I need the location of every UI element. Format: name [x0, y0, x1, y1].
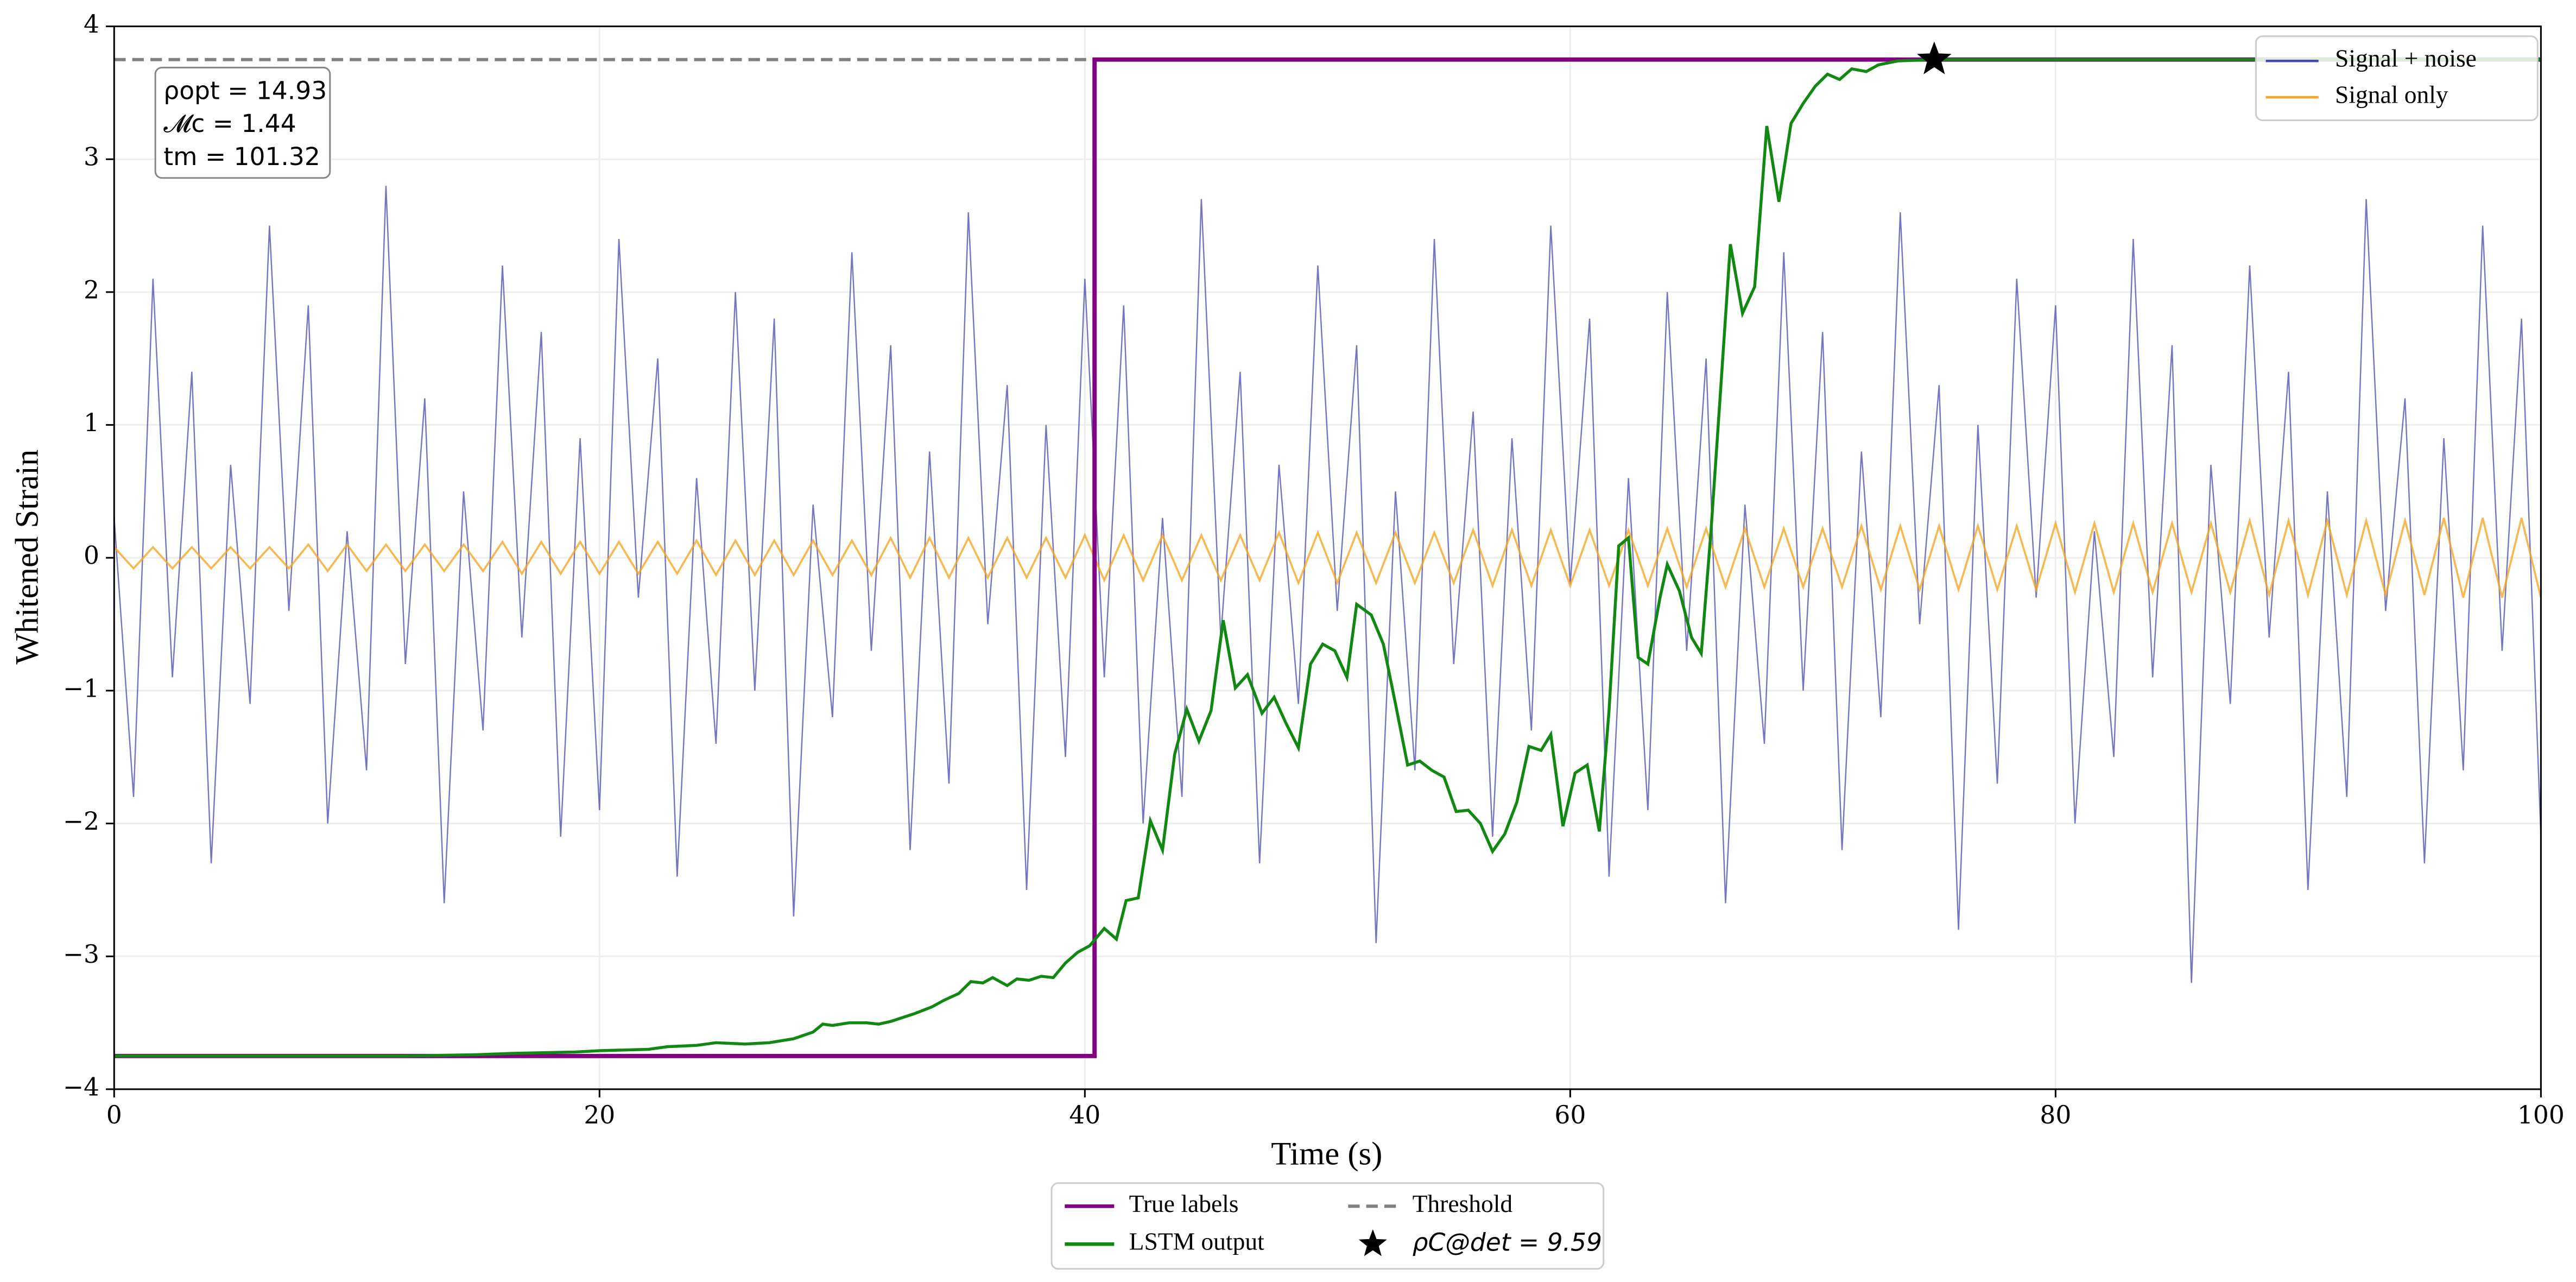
- annotation-text: ρopt = 14.93: [163, 76, 327, 105]
- legend-label: Signal + noise: [2335, 45, 2477, 72]
- series-line: [114, 58, 2541, 1058]
- legend-label: Signal only: [2335, 81, 2448, 109]
- y-tick-label: 3: [84, 143, 99, 172]
- legend-box: [2255, 35, 2539, 122]
- series-line: [114, 516, 2541, 599]
- annotation-box: [154, 66, 331, 179]
- legend-label: LSTM output: [1129, 1228, 1264, 1255]
- legend-label: True labels: [1129, 1190, 1239, 1217]
- y-tick-label: −2: [63, 807, 99, 836]
- x-axis-label: Time (s): [1271, 1135, 1382, 1172]
- x-tick-label: 80: [2040, 1101, 2071, 1129]
- detection-marker: [1917, 41, 1952, 74]
- legend-label: Threshold: [1413, 1190, 1513, 1217]
- annotation-text: tm = 101.32: [163, 142, 320, 171]
- series-line: [114, 186, 2541, 983]
- legend-box: [1050, 1182, 1605, 1270]
- y-tick-label: 2: [84, 275, 99, 304]
- y-tick-label: −1: [63, 674, 99, 703]
- y-axis-label: Whitened Strain: [9, 450, 45, 665]
- x-tick-label: 0: [106, 1101, 122, 1129]
- series-line: [114, 57, 2541, 1058]
- y-tick-label: −4: [63, 1072, 99, 1101]
- legend-label: ρC@det = 9.59: [1413, 1228, 1602, 1257]
- plot-frame: [113, 26, 2542, 1090]
- x-tick-label: 20: [584, 1101, 615, 1129]
- y-tick-label: −3: [63, 940, 99, 969]
- y-tick-label: 1: [84, 408, 99, 437]
- legend-swatch: [1358, 1229, 1387, 1256]
- x-tick-label: 40: [1069, 1101, 1100, 1129]
- y-tick-label: 0: [84, 541, 99, 570]
- annotation-text: 𝓜c = 1.44: [163, 109, 296, 138]
- y-tick-label: 4: [84, 10, 99, 39]
- x-tick-label: 100: [2517, 1101, 2565, 1129]
- x-tick-label: 60: [1554, 1101, 1586, 1129]
